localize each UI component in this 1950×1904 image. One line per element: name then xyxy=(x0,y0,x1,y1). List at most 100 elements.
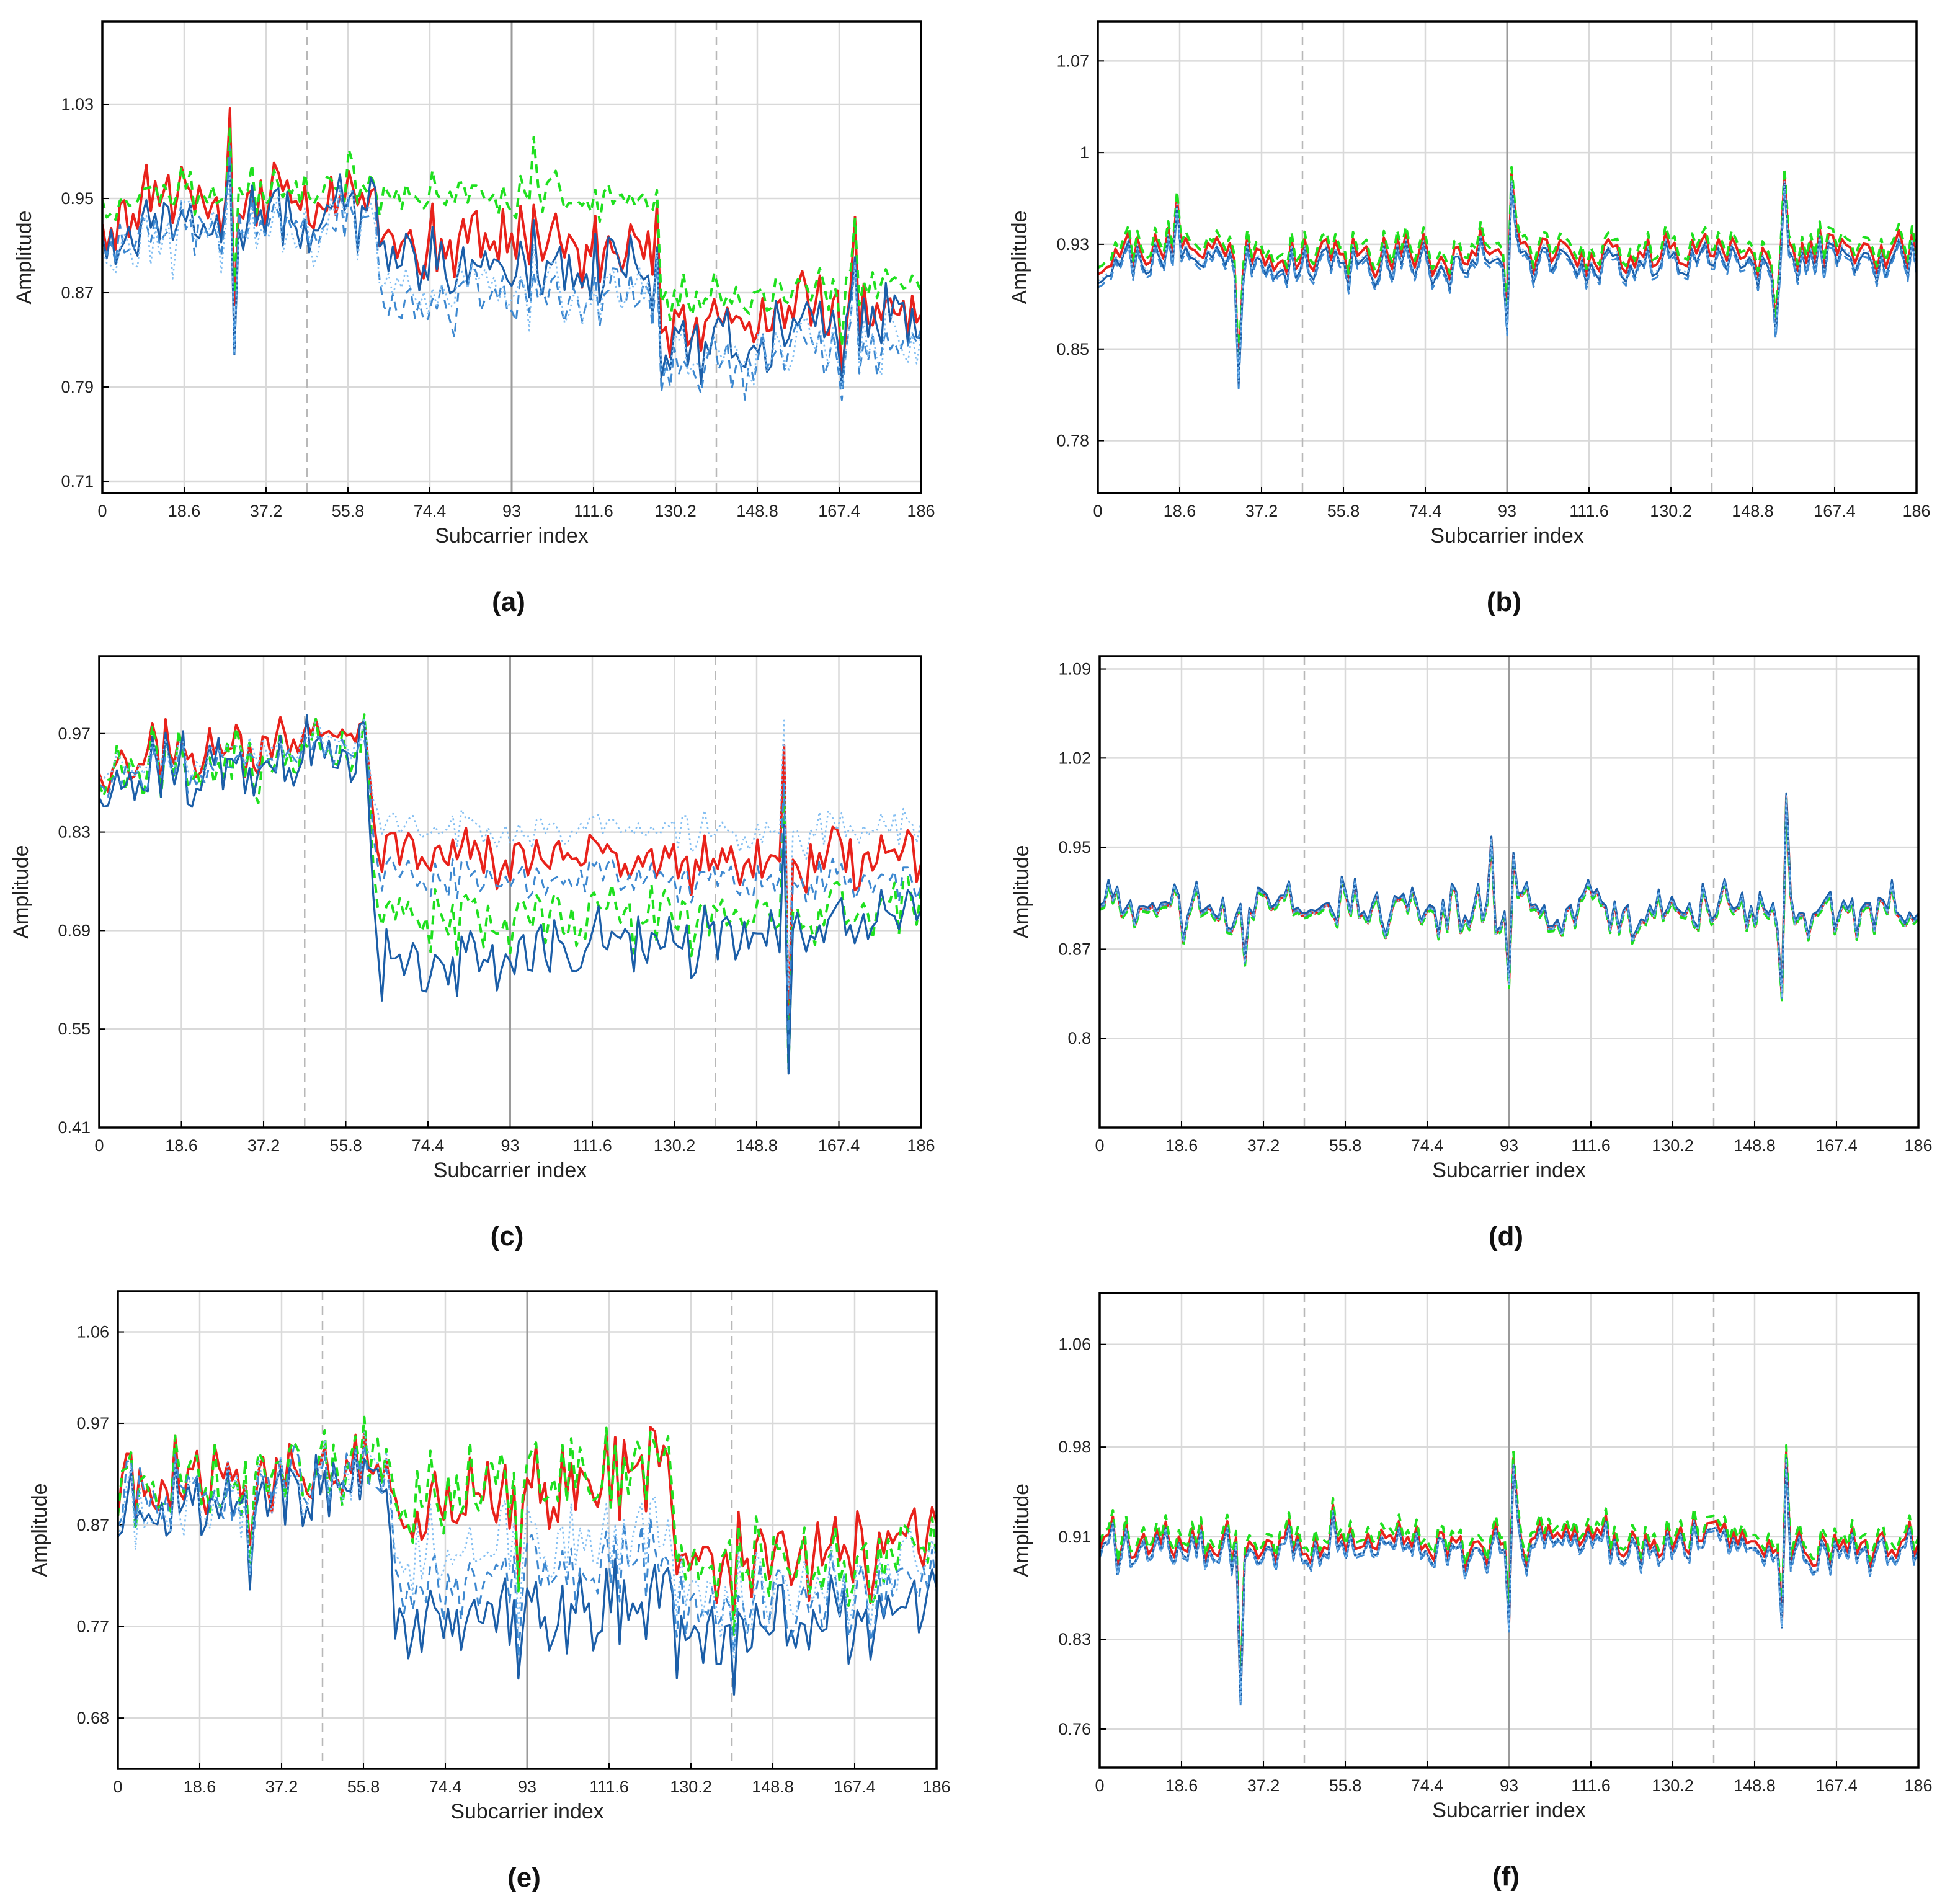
y-tick-label: 0.98 xyxy=(1058,1438,1091,1456)
series-line-mid-blue-dashed xyxy=(102,145,921,401)
x-tick-label: 74.4 xyxy=(1409,502,1442,520)
y-tick-label: 1.06 xyxy=(76,1323,109,1341)
x-tick-label: 74.4 xyxy=(412,1136,445,1155)
x-tick-label: 0 xyxy=(1093,502,1102,520)
x-tick-label: 74.4 xyxy=(429,1777,462,1796)
series-line-light-blue-dotted xyxy=(1098,179,1917,383)
x-tick-label: 111.6 xyxy=(589,1777,629,1796)
y-tick-label: 1.03 xyxy=(61,95,94,113)
series-line-light-blue-dotted xyxy=(118,1430,937,1660)
x-tick-label: 93 xyxy=(501,1136,519,1155)
plot-frame xyxy=(1097,20,1918,494)
x-tick-label: 55.8 xyxy=(332,502,365,520)
chart-panel: 0 18.6 37.2 55.8 74.4 93 111.6 130.2 148.8 167.4 1… xyxy=(1010,1292,1933,1892)
y-tick-label: 0.87 xyxy=(61,283,94,302)
x-tick-label: 111.6 xyxy=(1571,1136,1611,1155)
y-tick-label: 0.83 xyxy=(58,823,91,842)
x-tick-label: 0 xyxy=(94,1136,104,1155)
plot-frame xyxy=(117,1290,938,1770)
y-tick-label: 0.87 xyxy=(76,1516,109,1534)
series-group xyxy=(1100,792,1918,1002)
x-tick-label: 167.4 xyxy=(1814,502,1856,520)
x-tick-label: 148.8 xyxy=(1734,1776,1776,1795)
panel-label: (d) xyxy=(1489,1221,1523,1252)
y-tick-label: 0.77 xyxy=(76,1617,109,1636)
x-axis-label: Subcarrier index xyxy=(1432,1799,1586,1822)
y-tick-label: 0.83 xyxy=(1058,1630,1091,1648)
x-axis-label: Subcarrier index xyxy=(1430,524,1584,548)
y-tick-label: 0.97 xyxy=(58,724,91,743)
y-tick-label: 0.8 xyxy=(1067,1029,1091,1048)
x-tick-label: 130.2 xyxy=(670,1777,712,1796)
x-tick-label: 186 xyxy=(907,502,935,520)
x-tick-label: 93 xyxy=(1500,1136,1518,1155)
series-group xyxy=(1100,1444,1918,1707)
x-tick-label: 55.8 xyxy=(1329,1136,1362,1155)
x-tick-label: 111.6 xyxy=(1569,502,1609,520)
x-tick-label: 18.6 xyxy=(1165,1136,1198,1155)
x-tick-label: 37.2 xyxy=(1247,1776,1280,1795)
x-tick-label: 55.8 xyxy=(329,1136,362,1155)
x-tick-label: 74.4 xyxy=(1411,1776,1444,1795)
x-tick-label: 18.6 xyxy=(165,1136,198,1155)
x-tick-label: 130.2 xyxy=(1650,502,1692,520)
y-tick-label: 0.55 xyxy=(58,1020,91,1038)
x-tick-label: 55.8 xyxy=(1329,1776,1362,1795)
x-tick-label: 186 xyxy=(1904,1136,1932,1155)
y-tick-label: 0.78 xyxy=(1056,432,1089,450)
series-line-mid-blue-dashed xyxy=(1100,795,1918,999)
x-tick-label: 148.8 xyxy=(1734,1136,1776,1155)
x-tick-label: 130.2 xyxy=(1652,1136,1694,1155)
x-tick-label: 130.2 xyxy=(654,1136,696,1155)
y-tick-label: 0.93 xyxy=(1056,235,1089,254)
series-group xyxy=(102,107,921,401)
y-axis-label: Amplitude xyxy=(1008,210,1031,304)
plot-frame xyxy=(1098,655,1920,1129)
y-tick-label: 1.09 xyxy=(1058,660,1091,678)
x-tick-label: 186 xyxy=(922,1777,950,1796)
x-tick-label: 18.6 xyxy=(184,1777,216,1796)
x-tick-label: 167.4 xyxy=(1815,1136,1858,1155)
x-tick-label: 93 xyxy=(1498,502,1516,520)
x-tick-label: 0 xyxy=(1095,1136,1104,1155)
x-tick-label: 148.8 xyxy=(752,1777,794,1796)
chart-panel: 0 18.6 37.2 55.8 74.4 93 111.6 130.2 148.8 167.4 1… xyxy=(9,655,935,1252)
y-tick-label: 0.68 xyxy=(76,1709,109,1727)
y-tick-label: 0.91 xyxy=(1058,1528,1091,1546)
x-tick-label: 148.8 xyxy=(736,1136,778,1155)
x-tick-label: 186 xyxy=(1902,502,1930,520)
x-tick-label: 111.6 xyxy=(1571,1776,1611,1795)
chart-panel: 0 18.6 37.2 55.8 74.4 93 111.6 130.2 148.8 167.4 1… xyxy=(1010,655,1933,1252)
plot-frame xyxy=(1098,1292,1920,1769)
x-tick-label: 93 xyxy=(518,1777,536,1796)
y-tick-label: 0.69 xyxy=(58,921,91,940)
series-group xyxy=(1098,166,1917,389)
x-tick-label: 18.6 xyxy=(1165,1776,1198,1795)
y-tick-label: 0.95 xyxy=(1058,838,1091,856)
x-tick-label: 37.2 xyxy=(1247,1136,1280,1155)
x-tick-label: 37.2 xyxy=(265,1777,298,1796)
x-tick-label: 93 xyxy=(502,502,521,520)
x-axis-label: Subcarrier index xyxy=(434,1159,587,1182)
x-tick-label: 111.6 xyxy=(572,1136,612,1155)
chart-panel: 0 18.6 37.2 55.8 74.4 93 111.6 130.2 148.8 167.4 1… xyxy=(1008,20,1931,617)
series-line-mid-blue-dashed xyxy=(1100,1459,1918,1707)
x-tick-label: 0 xyxy=(1095,1776,1104,1795)
chart-panel: 0 18.6 37.2 55.8 74.4 93 111.6 130.2 148.8 167.4 1… xyxy=(12,20,935,617)
y-tick-label: 0.87 xyxy=(1058,940,1091,958)
x-tick-label: 37.2 xyxy=(250,502,283,520)
x-tick-label: 167.4 xyxy=(834,1777,876,1796)
y-tick-label: 0.41 xyxy=(58,1118,91,1137)
x-tick-label: 55.8 xyxy=(347,1777,380,1796)
series-line-green-dashed xyxy=(118,1415,937,1636)
x-tick-label: 55.8 xyxy=(1327,502,1360,520)
x-tick-label: 37.2 xyxy=(247,1136,280,1155)
y-tick-label: 1.06 xyxy=(1058,1335,1091,1354)
y-tick-label: 0.79 xyxy=(61,378,94,396)
x-axis-label: Subcarrier index xyxy=(435,524,589,548)
x-tick-label: 0 xyxy=(113,1777,122,1796)
plot-frame xyxy=(98,655,922,1129)
series-group xyxy=(118,1415,937,1696)
x-tick-label: 111.6 xyxy=(574,502,613,520)
